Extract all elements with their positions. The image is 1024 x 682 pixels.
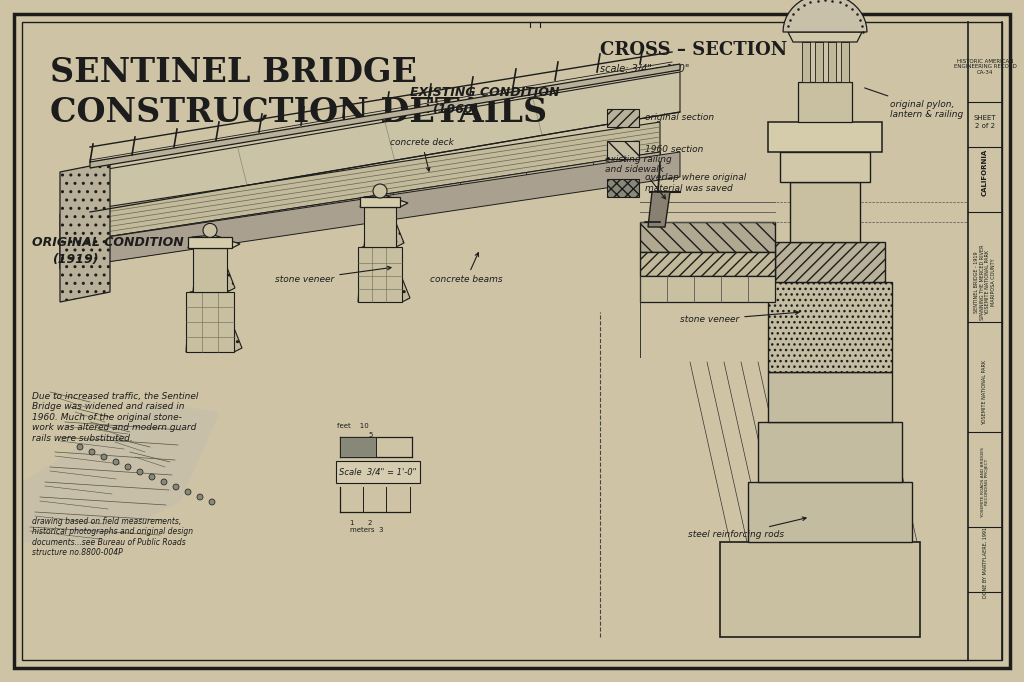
Polygon shape: [22, 402, 220, 552]
Text: 5: 5: [368, 432, 373, 438]
Polygon shape: [340, 437, 376, 457]
Polygon shape: [640, 252, 775, 276]
Text: stone veneer: stone veneer: [680, 311, 799, 324]
Text: CROSS – SECTION: CROSS – SECTION: [600, 41, 787, 59]
Text: concrete beams: concrete beams: [430, 252, 503, 284]
Circle shape: [197, 494, 203, 500]
Text: HISTORIC AMERICAN
ENGINEERING RECORD
CA-34: HISTORIC AMERICAN ENGINEERING RECORD CA-…: [953, 59, 1017, 75]
Text: SHEET
2 of 2: SHEET 2 of 2: [974, 115, 996, 128]
Text: drawing based on field measurements,
historical photographs and original design
: drawing based on field measurements, his…: [32, 517, 194, 557]
Text: (1919): (1919): [52, 254, 98, 267]
Text: steel reinforcing rods: steel reinforcing rods: [688, 517, 806, 539]
Circle shape: [161, 479, 167, 485]
FancyBboxPatch shape: [336, 461, 420, 483]
Polygon shape: [802, 42, 810, 82]
Polygon shape: [60, 152, 660, 269]
Text: Due to increased traffic, the Sentinel
Bridge was widened and raised in
1960. Mu: Due to increased traffic, the Sentinel B…: [32, 392, 199, 443]
Polygon shape: [828, 42, 836, 82]
Polygon shape: [193, 248, 227, 292]
Polygon shape: [640, 222, 775, 252]
Polygon shape: [720, 542, 920, 637]
Polygon shape: [841, 42, 849, 82]
Text: DONE BY MARTFLAERE, 1991: DONE BY MARTFLAERE, 1991: [982, 527, 987, 597]
Polygon shape: [648, 192, 670, 227]
Polygon shape: [780, 152, 870, 182]
Text: scale: 3/4" = 1'-0": scale: 3/4" = 1'-0": [600, 64, 689, 74]
Text: stone veneer: stone veneer: [275, 266, 391, 284]
Text: CONSTRUCTION DETAILS: CONSTRUCTION DETAILS: [50, 95, 547, 128]
Circle shape: [89, 449, 95, 455]
Polygon shape: [607, 109, 639, 127]
Polygon shape: [790, 182, 860, 242]
Polygon shape: [358, 247, 402, 302]
Polygon shape: [640, 276, 775, 302]
Text: Scale  3/4" = 1'-0": Scale 3/4" = 1'-0": [339, 467, 417, 477]
Polygon shape: [783, 0, 867, 32]
Text: overlap where original
material was saved: overlap where original material was save…: [645, 173, 746, 193]
Polygon shape: [768, 372, 892, 422]
Polygon shape: [22, 362, 380, 660]
Circle shape: [113, 459, 119, 465]
Polygon shape: [748, 482, 912, 542]
Polygon shape: [358, 243, 410, 302]
Text: 1      2
meters  3: 1 2 meters 3: [350, 520, 384, 533]
Text: ORIGINAL CONDITION: ORIGINAL CONDITION: [32, 235, 183, 248]
Circle shape: [209, 499, 215, 505]
Polygon shape: [768, 282, 892, 372]
Polygon shape: [815, 42, 823, 82]
Polygon shape: [90, 64, 680, 168]
Text: existing railing
and sidewalk: existing railing and sidewalk: [605, 155, 672, 199]
Polygon shape: [360, 197, 400, 207]
Polygon shape: [186, 292, 234, 352]
Polygon shape: [60, 122, 660, 244]
Text: feet    10: feet 10: [337, 423, 369, 429]
Polygon shape: [607, 179, 639, 197]
Polygon shape: [775, 242, 885, 282]
Circle shape: [137, 469, 143, 475]
Text: EXISTING CONDITION: EXISTING CONDITION: [410, 85, 559, 98]
Polygon shape: [188, 235, 240, 248]
Text: original section: original section: [645, 113, 714, 123]
Text: concrete deck: concrete deck: [390, 138, 454, 171]
Circle shape: [185, 489, 191, 495]
Circle shape: [203, 224, 217, 237]
Polygon shape: [186, 288, 242, 352]
Polygon shape: [768, 122, 882, 152]
Polygon shape: [788, 32, 862, 42]
Circle shape: [173, 484, 179, 490]
Polygon shape: [798, 82, 852, 122]
Polygon shape: [364, 203, 404, 247]
Circle shape: [373, 184, 387, 198]
Circle shape: [150, 474, 155, 480]
Polygon shape: [360, 195, 408, 207]
Circle shape: [77, 444, 83, 450]
Text: 1960 section: 1960 section: [645, 145, 703, 155]
Polygon shape: [607, 141, 639, 159]
Text: CALIFORNIA: CALIFORNIA: [982, 149, 988, 196]
Text: YOSEMITE NATIONAL PARK: YOSEMITE NATIONAL PARK: [982, 359, 987, 425]
Circle shape: [125, 464, 131, 470]
Text: SENTINEL BRIDGE - 1919
SPANNING THE MERCED RIVER
YOSEMITE NATIONAL PARK
MARIPOSA: SENTINEL BRIDGE - 1919 SPANNING THE MERC…: [974, 244, 996, 320]
Polygon shape: [188, 237, 232, 248]
Polygon shape: [193, 244, 234, 292]
Text: (1960): (1960): [432, 102, 478, 115]
Circle shape: [101, 454, 106, 460]
Polygon shape: [758, 422, 902, 482]
Polygon shape: [60, 152, 680, 269]
Polygon shape: [60, 162, 110, 302]
Text: YOSEMITE ROADS AND BRIDGES
RECORDING PROJECT: YOSEMITE ROADS AND BRIDGES RECORDING PRO…: [981, 447, 989, 517]
Text: original pylon,
lantern & railing: original pylon, lantern & railing: [864, 88, 964, 119]
Polygon shape: [90, 72, 680, 212]
Polygon shape: [364, 207, 396, 247]
Text: SENTINEL BRIDGE: SENTINEL BRIDGE: [50, 55, 417, 89]
